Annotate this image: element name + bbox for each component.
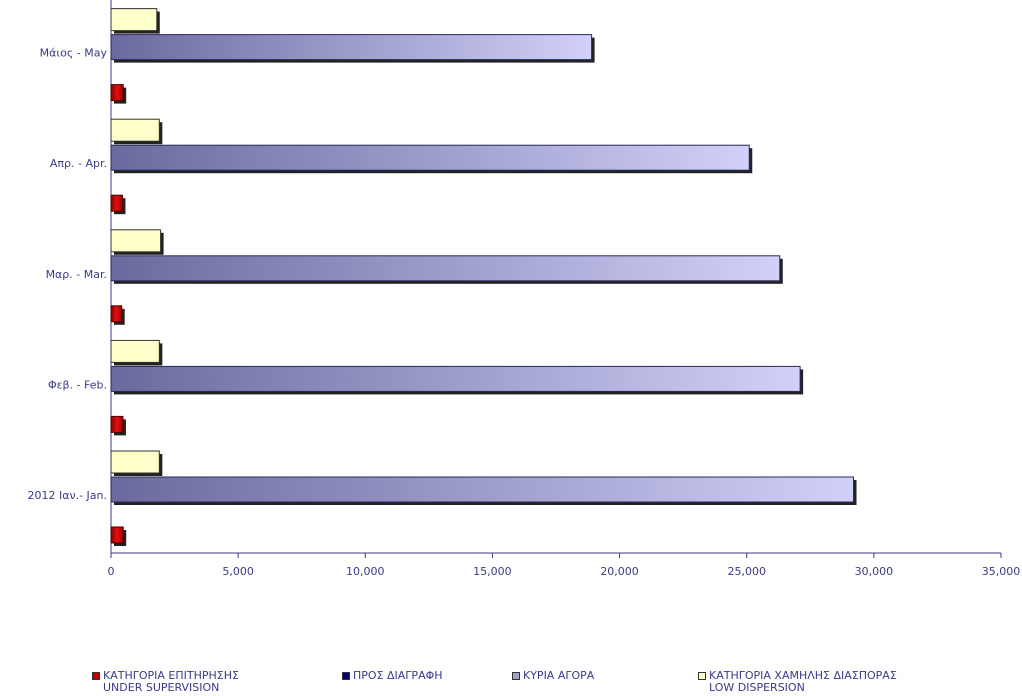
bar-chart: 0 5,000 10,000 15,000 20,000 25,000 30,000 35,0… [27,0,1021,578]
x-tick-label: 15,000 [473,565,512,578]
x-tick-label: 35,000 [982,565,1021,578]
bar-main-market [110,144,750,171]
bar-under-supervision [110,415,124,433]
x-tick-label: 0 [108,565,115,578]
bar-under-supervision [110,305,123,323]
bar-low-dispersion [110,8,158,32]
chart-legend: ΚΑΤΗΓΟΡΙΑ ΕΠΙΤΗΡΗΣΗΣ UNDER SUPERVISION Π… [0,670,1022,696]
bar-under-supervision [110,84,124,102]
bar-main-market [110,34,593,61]
legend-swatch-under-supervision [92,672,100,680]
category-label: Μάιος - May [40,47,108,60]
legend-label-under-supervision: ΚΑΤΗΓΟΡΙΑ ΕΠΙΤΗΡΗΣΗΣ UNDER SUPERVISION [103,669,239,694]
legend-label-for-deletion: ΠΡΟΣ ΔΙΑΓΡΑΦΗ [353,669,443,682]
bar-under-supervision [110,194,123,212]
bar-low-dispersion [110,118,160,142]
x-tick-label: 20,000 [600,565,639,578]
legend-swatch-main-market [512,672,520,680]
legend-item-low-dispersion: ΚΑΤΗΓΟΡΙΑ ΧΑΜΗΛΗΣ ΔΙΑΣΠΟΡΑΣ LOW DISPERSI… [698,670,897,694]
bar-main-market [110,476,855,503]
x-tick-label: 5,000 [222,565,254,578]
bar-main-market [110,255,781,282]
legend-swatch-for-deletion [342,672,350,680]
bar-low-dispersion [110,339,160,363]
category-label: Απρ. - Apr. [50,157,107,170]
bar-under-supervision [110,526,124,544]
x-tick-label: 10,000 [346,565,385,578]
bar-low-dispersion [110,229,162,253]
legend-item-under-supervision: ΚΑΤΗΓΟΡΙΑ ΕΠΙΤΗΡΗΣΗΣ UNDER SUPERVISION [92,670,239,694]
category-label: Μαρ. - Mar. [46,268,107,281]
category-label: 2012 Ιαν.- Jan. [27,489,107,502]
legend-label-low-dispersion: ΚΑΤΗΓΟΡΙΑ ΧΑΜΗΛΗΣ ΔΙΑΣΠΟΡΑΣ LOW DISPERSI… [709,669,897,694]
x-tick-label: 30,000 [855,565,894,578]
bar-low-dispersion [110,450,160,474]
bar-main-market [110,365,801,392]
legend-swatch-low-dispersion [698,672,706,680]
category-label: Φεβ. - Feb. [48,378,107,391]
x-tick-label: 25,000 [727,565,766,578]
legend-item-for-deletion: ΠΡΟΣ ΔΙΑΓΡΑΦΗ [342,670,443,682]
legend-item-main-market: ΚΥΡΙΑ ΑΓΟΡΑ [512,670,594,682]
legend-label-main-market: ΚΥΡΙΑ ΑΓΟΡΑ [523,669,595,682]
